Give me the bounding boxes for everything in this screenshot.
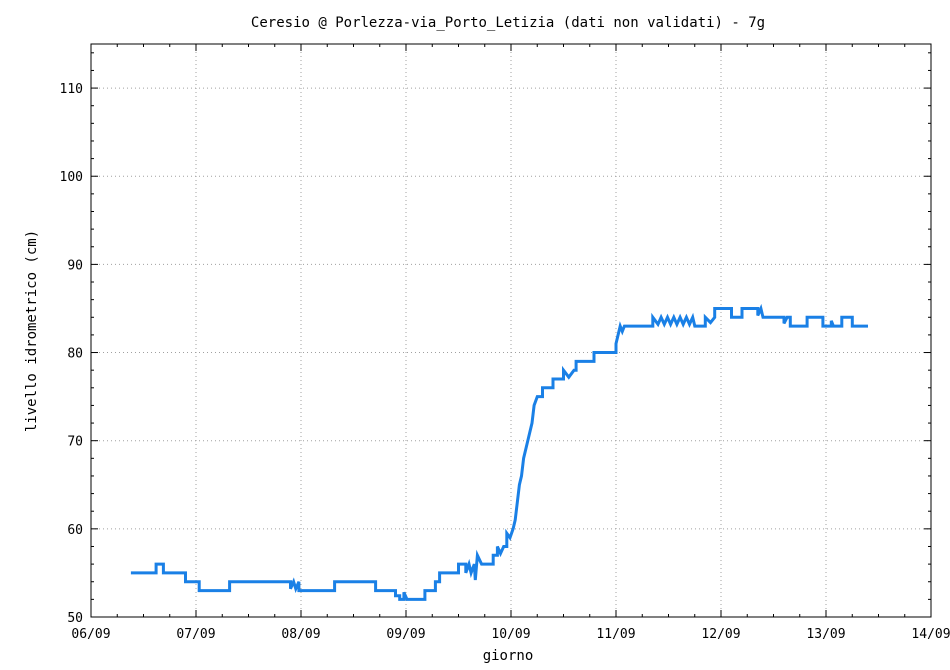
x-tick-label: 08/09 — [281, 627, 320, 642]
x-tick-label: 10/09 — [491, 627, 530, 642]
series-line — [130, 303, 868, 601]
grid — [91, 44, 931, 617]
x-tick-label: 09/09 — [386, 627, 425, 642]
y-tick-label: 60 — [67, 523, 83, 538]
x-tick-label: 07/09 — [176, 627, 215, 642]
x-tick-label: 06/09 — [71, 627, 110, 642]
x-tick-label: 11/09 — [596, 627, 635, 642]
x-tick-label: 12/09 — [701, 627, 740, 642]
y-tick-label: 70 — [67, 435, 83, 450]
x-tick-label: 14/09 — [911, 627, 950, 642]
y-tick-label: 80 — [67, 347, 83, 362]
y-tick-label: 90 — [67, 258, 83, 273]
y-tick-label: 100 — [60, 170, 83, 185]
y-tick-label: 110 — [60, 82, 83, 97]
x-axis: 06/09 07/09 08/09 09/09 10/09 11/09 12/09 13/09… — [71, 44, 950, 642]
y-axis-label: livello idrometrico (cm) — [24, 230, 40, 432]
y-axis: 50 60 70 80 90 100 110 — [60, 82, 931, 626]
chart-title: Ceresio @ Porlezza-via_Porto_Letizia (da… — [251, 15, 765, 31]
x-tick-label: 13/09 — [806, 627, 845, 642]
y-tick-label: 50 — [67, 611, 83, 626]
x-axis-label: giorno — [483, 648, 534, 664]
plot-frame — [90, 43, 932, 618]
